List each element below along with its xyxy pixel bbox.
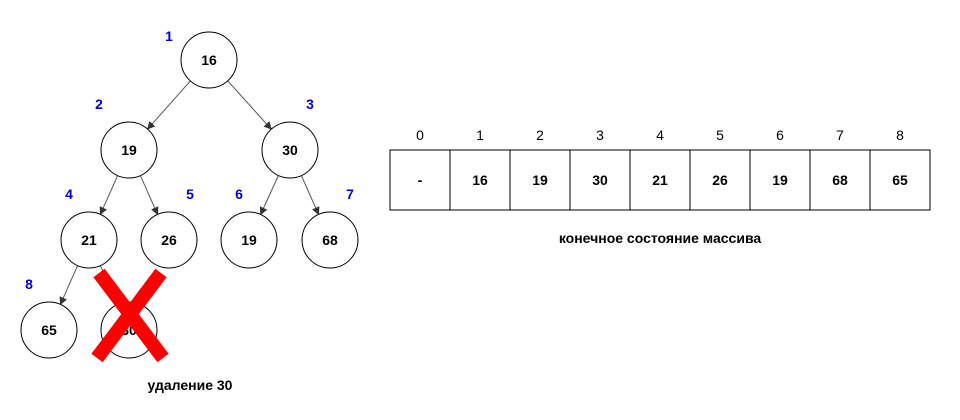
array-cell-index: 3 xyxy=(596,127,604,143)
tree-node-value: 26 xyxy=(161,232,177,248)
tree-node-index: 1 xyxy=(165,28,173,44)
tree-node-n8: 65 8 xyxy=(20,276,78,359)
tree-edge-n2-n5 xyxy=(139,175,159,216)
array-cell-2: 19 2 xyxy=(509,127,571,211)
tree-node-circle xyxy=(261,121,319,179)
tree-node-index: 2 xyxy=(95,96,103,112)
array-cell-5: 26 5 xyxy=(689,127,751,211)
array-cell-value: 21 xyxy=(652,172,668,188)
tree-node-circle xyxy=(140,211,198,269)
array-cell-box xyxy=(629,149,691,211)
array-cell-index: 7 xyxy=(836,127,844,143)
array-cell-box xyxy=(449,149,511,211)
array-cell-index: 0 xyxy=(416,127,424,143)
tree-node-n7: 68 7 xyxy=(301,186,359,269)
tree-node-value: 21 xyxy=(81,232,97,248)
array-cell-value: 16 xyxy=(472,172,488,188)
tree-edge-n1-n2 xyxy=(147,80,191,130)
tree-node-index: 7 xyxy=(346,186,354,202)
array-cell-3: 30 3 xyxy=(569,127,631,211)
removal-cross xyxy=(91,268,169,363)
array-cell-box xyxy=(689,149,751,211)
tree-caption: удаление 30 xyxy=(148,377,233,393)
tree-node-n3: 30 3 xyxy=(261,96,319,179)
array-cell-1: 16 1 xyxy=(449,127,511,211)
array-cell-index: 6 xyxy=(776,127,784,143)
array-cell-value: 19 xyxy=(772,172,788,188)
array-cell-value: 26 xyxy=(712,172,728,188)
array-caption: конечное состояние массива xyxy=(559,230,762,246)
array-cell-value: 65 xyxy=(892,172,908,188)
tree-node-index: 8 xyxy=(25,276,33,292)
tree-node-index: 6 xyxy=(235,186,243,202)
tree-node-value: 65 xyxy=(41,322,57,338)
tree-edge-n4-n8 xyxy=(59,265,79,306)
tree-edge-n1-n3 xyxy=(227,80,272,130)
tree-edges xyxy=(59,80,320,306)
tree-node-index: 3 xyxy=(306,96,314,112)
array-cell-box xyxy=(509,149,571,211)
tree-node-circle xyxy=(301,211,359,269)
array-cell-box xyxy=(569,149,631,211)
tree-node-index: 5 xyxy=(186,186,194,202)
array-cell-box xyxy=(389,149,451,211)
tree-node-value: 16 xyxy=(201,52,217,68)
array-cell-8: 65 8 xyxy=(869,127,931,211)
array-cell-value: 19 xyxy=(532,172,548,188)
tree-edge-n3-n6 xyxy=(259,175,279,216)
array-cell-index: 8 xyxy=(896,127,904,143)
tree-node-value: 19 xyxy=(121,142,137,158)
tree-edge-n3-n7 xyxy=(300,175,320,216)
tree-node-n6: 19 6 xyxy=(220,186,278,269)
array-cell-value: - xyxy=(418,172,423,188)
tree-node-value: 19 xyxy=(241,232,257,248)
cross-stroke-2 xyxy=(91,268,167,363)
array-cell-value: 30 xyxy=(592,172,608,188)
tree-node-circle xyxy=(20,301,78,359)
tree-node-value: 30 xyxy=(282,142,298,158)
tree-node-circle xyxy=(180,31,238,89)
array-cell-index: 1 xyxy=(476,127,484,143)
tree-node-index: 4 xyxy=(65,186,73,202)
array-cell-4: 21 4 xyxy=(629,127,691,211)
array-cell-box xyxy=(869,149,931,211)
array-cell-index: 2 xyxy=(536,127,544,143)
tree-edge-n2-n4 xyxy=(99,175,119,216)
array-cell-value: 68 xyxy=(832,172,848,188)
tree-node-n5: 26 5 xyxy=(140,186,198,269)
tree-node-n4: 21 4 xyxy=(60,186,118,269)
array-cell-index: 4 xyxy=(656,127,664,143)
tree-node-circle xyxy=(100,121,158,179)
tree-node-n2: 19 2 xyxy=(95,96,158,179)
tree-node-circle xyxy=(220,211,278,269)
array-cell-0: -0 xyxy=(389,127,451,211)
array-cell-7: 68 7 xyxy=(809,127,871,211)
tree-node-value: 68 xyxy=(322,232,338,248)
array-cell-index: 5 xyxy=(716,127,724,143)
array-cell-6: 19 6 xyxy=(749,127,811,211)
tree-node-n1: 16 1 xyxy=(165,28,238,89)
tree-node-circle xyxy=(60,211,118,269)
